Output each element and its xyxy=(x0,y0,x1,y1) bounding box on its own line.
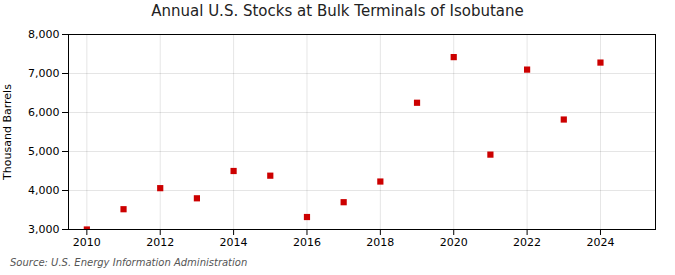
svg-text:3,000: 3,000 xyxy=(28,223,60,236)
svg-text:2012: 2012 xyxy=(146,236,174,249)
svg-text:2014: 2014 xyxy=(220,236,248,249)
svg-text:2020: 2020 xyxy=(440,236,468,249)
svg-text:2024: 2024 xyxy=(586,236,614,249)
html-text:Source: U.S. Energy Informatio: Source: U.S. Energy Information Administ… xyxy=(10,257,248,268)
html-text:Annual U.S. Stocks at Bulk Ter: Annual U.S. Stocks at Bulk Terminals of … xyxy=(151,2,524,20)
svg-text:6,000: 6,000 xyxy=(28,106,60,119)
svg-text:5,000: 5,000 xyxy=(28,145,60,158)
svg-text:2018: 2018 xyxy=(366,236,394,249)
svg-text:2016: 2016 xyxy=(293,236,321,249)
svg-text:Thousand Barrels: Thousand Barrels xyxy=(1,84,14,181)
svg-text:8,000: 8,000 xyxy=(28,28,60,41)
svg-text:2010: 2010 xyxy=(73,236,101,249)
svg-text:2022: 2022 xyxy=(513,236,541,249)
svg-text:4,000: 4,000 xyxy=(28,184,60,197)
svg-text:7,000: 7,000 xyxy=(28,67,60,80)
